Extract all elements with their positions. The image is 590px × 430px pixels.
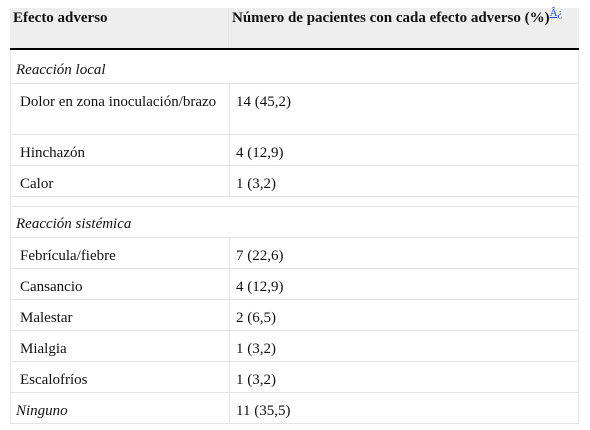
table-row: Dolor en zona inoculación/brazo 14 (45,2… (10, 84, 579, 135)
section-label: Reacción sistémica (16, 216, 132, 232)
table-row: Mialgia 1 (3,2) (10, 331, 579, 362)
table-row: Malestar 2 (6,5) (10, 300, 579, 331)
section-systemic: Reacción sistémica (10, 207, 579, 238)
table-row: Cansancio 4 (12,9) (10, 269, 579, 300)
value-cell: 14 (45,2) (229, 84, 578, 134)
table-row-none: Ninguno 11 (35,5) (10, 393, 579, 424)
value-cell: 1 (3,2) (229, 362, 578, 392)
effect-cell: Hinchazón (20, 145, 85, 161)
table-row: Calor 1 (3,2) (10, 166, 579, 197)
table-row: Escalofríos 1 (3,2) (10, 362, 579, 393)
section-spacer (10, 197, 579, 207)
value-cell: 7 (22,6) (229, 238, 578, 268)
header-patients: Número de pacientes con cada efecto adve… (228, 8, 579, 48)
table-row: Febrícula/fiebre 7 (22,6) (10, 238, 579, 269)
value-cell: 11 (35,5) (229, 393, 578, 423)
section-local: Reacción local (10, 50, 579, 84)
header-effect: Efecto adverso (13, 10, 108, 26)
effect-cell: Mialgia (20, 341, 67, 357)
footnote-link[interactable]: Â¿ (549, 7, 563, 19)
effect-cell: Dolor en zona inoculación/brazo (20, 94, 217, 110)
table-row: Hinchazón 4 (12,9) (10, 135, 579, 166)
effect-cell: Cansancio (20, 279, 83, 295)
effect-cell: Calor (20, 176, 54, 192)
value-cell: 4 (12,9) (229, 269, 578, 299)
adverse-effects-table: Efecto adverso Número de pacientes con c… (10, 8, 579, 424)
value-cell: 1 (3,2) (229, 331, 578, 361)
effect-cell: Malestar (20, 310, 73, 326)
section-label: Reacción local (16, 62, 106, 78)
header-patients-label: Número de pacientes con cada efecto adve… (232, 10, 550, 26)
effect-cell: Ninguno (16, 403, 68, 419)
value-cell: 1 (3,2) (229, 166, 578, 196)
effect-cell: Febrícula/fiebre (20, 248, 116, 264)
effect-cell: Escalofríos (20, 372, 88, 388)
value-cell: 2 (6,5) (229, 300, 578, 330)
table-header: Efecto adverso Número de pacientes con c… (10, 8, 579, 50)
value-cell: 4 (12,9) (229, 135, 578, 165)
